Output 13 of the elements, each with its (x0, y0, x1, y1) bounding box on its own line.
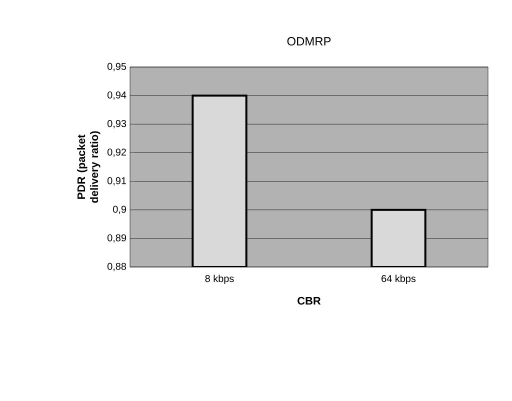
y-tick-label: 0,9 (113, 206, 126, 214)
y-tick-label: 0,93 (107, 120, 126, 128)
y-tick-label: 0,91 (107, 177, 126, 186)
y-tick-label: 0,89 (107, 234, 126, 243)
y-tick-label: 0,94 (107, 91, 126, 100)
y-tick-label: 0,95 (107, 62, 126, 72)
x-axis-title: CBR (298, 296, 321, 305)
x-tick-label: 8 kbps (205, 274, 234, 284)
chart-title: ODMRP (287, 37, 331, 46)
x-tick-label: 64 kbps (382, 274, 416, 284)
y-axis-title: PDR (packet delivery ratio) (77, 131, 100, 203)
y-tick-label: 0,88 (107, 262, 126, 272)
y-tick-label: 0,92 (107, 148, 126, 157)
